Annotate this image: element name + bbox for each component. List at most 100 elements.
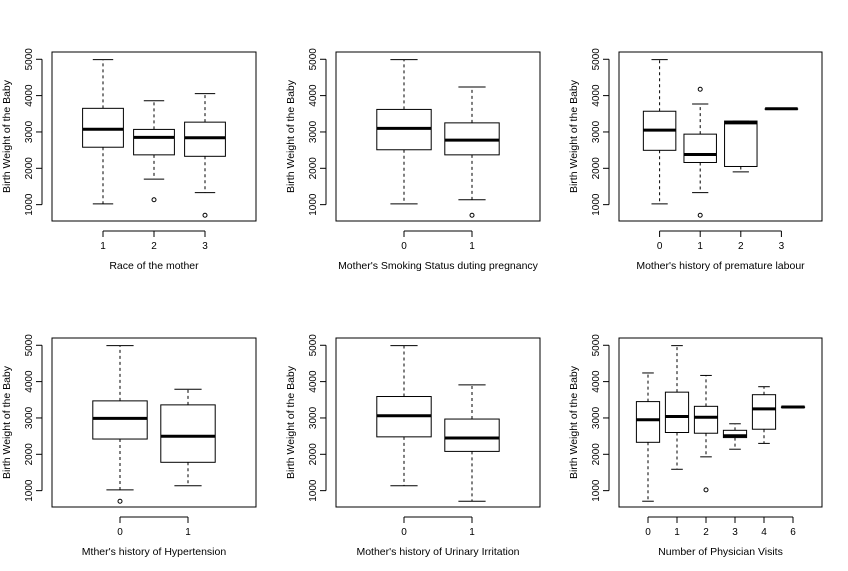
x-axis-title: Mother's history of premature labour [636,260,805,272]
outlier-point [697,212,703,218]
plot-frame [51,337,257,508]
y-axis: 1000 2000 3000 4000 5000 Birth Weight of the … [568,334,610,502]
iqr-box [751,394,777,430]
y-tick-label: 4000 [24,370,35,393]
iqr-box [160,404,216,463]
iqr-box [724,120,758,167]
y-tick-label: 5000 [591,334,602,357]
x-tick-label: 4 [761,527,767,538]
x-tick-label: 1 [697,241,703,252]
iqr-box [722,429,748,439]
y-axis-title: Birth Weight of the Baby [568,79,580,193]
outlier-point [151,197,157,203]
box-2 [133,100,175,203]
iqr-box [664,391,690,433]
plot-frame [335,337,541,508]
box-0 [635,372,661,502]
chart-panel-6: 1000 2000 3000 4000 5000 Birth Weight of the … [568,334,823,558]
box-3 [764,107,799,111]
box-1 [683,86,717,218]
x-axis-title: Mother's history of Urinary Irritation [356,546,519,558]
y-tick-label: 4000 [591,84,602,107]
x-tick-label: 0 [401,527,407,538]
x-tick-label: 0 [657,241,663,252]
box-2 [724,120,758,173]
y-tick-label: 3000 [308,120,319,143]
box-1 [664,345,690,470]
iqr-box [693,405,719,434]
y-tick-label: 1000 [308,193,319,216]
x-axis: 0 1 2 3 4 6 Number of Physician Visits [645,516,796,558]
plot-frame [335,51,541,222]
y-tick-label: 1000 [591,479,602,502]
x-tick-label: 1 [674,527,680,538]
x-axis-title: Number of Physician Visits [658,546,783,558]
box-1 [444,86,500,218]
chart-panel-2: 1000 2000 3000 4000 5000 Birth Weight of the … [285,48,541,272]
x-tick-label: 2 [151,241,157,252]
box-6 [780,405,806,409]
y-tick-label: 2000 [24,157,35,180]
y-axis: 1000 2000 3000 4000 5000 Birth Weight of the … [1,334,43,502]
y-axis: 1000 2000 3000 4000 5000 Birth Weight of the … [1,48,43,216]
y-axis: 1000 2000 3000 4000 5000 Birth Weight of the … [285,334,327,502]
box-0 [642,59,677,205]
x-tick-label: 0 [401,241,407,252]
y-axis-title: Birth Weight of the Baby [285,79,297,193]
x-tick-label: 0 [645,527,651,538]
x-axis-title: Race of the mother [109,260,199,272]
chart-panel-4: 1000 2000 3000 4000 5000 Birth Weight of the … [1,334,257,558]
y-tick-label: 5000 [308,334,319,357]
y-tick-label: 1000 [308,479,319,502]
x-tick-label: 1 [100,241,106,252]
y-tick-label: 3000 [591,120,602,143]
y-axis-title: Birth Weight of the Baby [1,79,13,193]
x-axis-title: Mother's Smoking Status duting pregnancy [338,260,539,272]
y-tick-label: 2000 [308,157,319,180]
plot-frame [618,337,823,508]
y-axis-title: Birth Weight of the Baby [1,365,13,479]
y-tick-label: 1000 [591,193,602,216]
iqr-box [683,133,717,163]
x-tick-label: 2 [703,527,709,538]
chart-panel-1: 1000 2000 3000 4000 5000 Birth Weight of the … [1,48,257,272]
iqr-box [444,418,500,452]
x-axis: 0 1 Mther's history of Hypertension [82,516,226,558]
iqr-box [92,400,148,440]
y-tick-label: 3000 [308,406,319,429]
y-tick-label: 4000 [308,370,319,393]
x-tick-label: 0 [117,527,123,538]
x-tick-label: 1 [469,241,475,252]
y-axis: 1000 2000 3000 4000 5000 Birth Weight of the … [285,48,327,216]
y-tick-label: 2000 [591,157,602,180]
y-axis-title: Birth Weight of the Baby [285,365,297,479]
y-tick-label: 4000 [591,370,602,393]
x-tick-label: 1 [185,527,191,538]
box-1 [444,384,500,502]
x-tick-label: 1 [469,527,475,538]
y-tick-label: 5000 [308,48,319,71]
box-2 [693,374,719,493]
outlier-point [202,212,208,218]
x-axis: 0 1 Mother's history of Urinary Irritation [356,516,520,558]
y-tick-label: 3000 [591,406,602,429]
plot-frame [51,51,257,222]
outlier-point [703,487,709,493]
outlier-point [117,498,123,504]
outlier-point [697,86,703,92]
box-1 [82,59,124,205]
x-tick-label: 3 [779,241,785,252]
plot-frame [618,51,823,222]
x-tick-label: 3 [732,527,738,538]
iqr-box [133,128,175,156]
y-tick-label: 4000 [308,84,319,107]
chart-panel-5: 1000 2000 3000 4000 5000 Birth Weight of the … [285,334,541,558]
x-tick-label: 2 [738,241,744,252]
outlier-point [469,212,475,218]
box-0 [376,345,432,487]
y-tick-label: 5000 [24,334,35,357]
y-axis: 1000 2000 3000 4000 5000 Birth Weight of the … [568,48,610,216]
y-tick-label: 4000 [24,84,35,107]
y-tick-label: 1000 [24,193,35,216]
